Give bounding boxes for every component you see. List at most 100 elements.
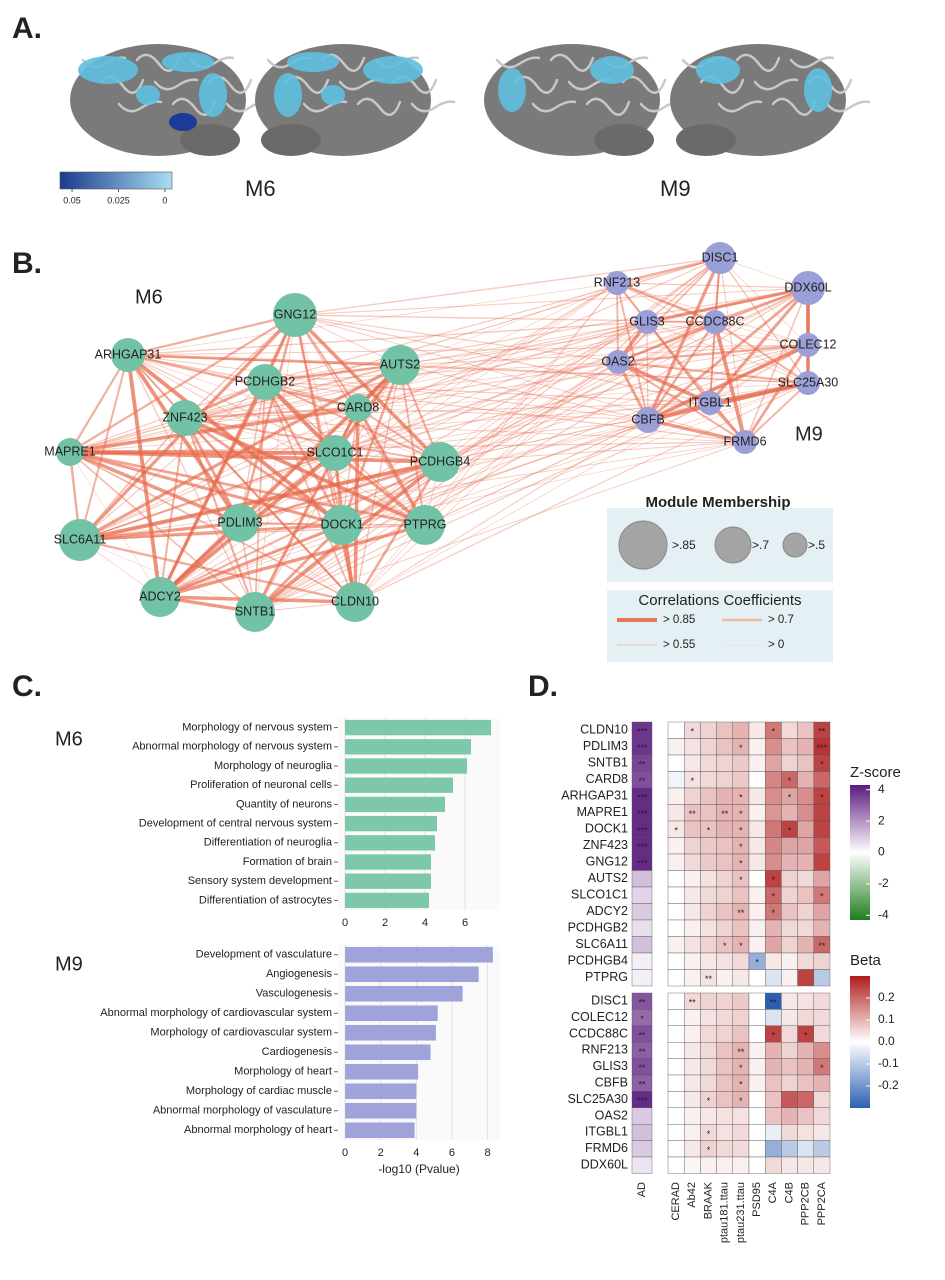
edge bbox=[127, 353, 359, 410]
ad-cell bbox=[631, 1156, 653, 1174]
significance: *** bbox=[637, 859, 648, 869]
node-label: CLDN10 bbox=[331, 594, 379, 608]
node bbox=[796, 371, 820, 395]
beta-cell bbox=[748, 820, 766, 838]
beta-cell bbox=[732, 952, 750, 970]
gyrus bbox=[717, 100, 763, 113]
edge bbox=[334, 321, 648, 454]
beta-cell bbox=[732, 1107, 750, 1125]
edge bbox=[69, 361, 619, 453]
edge bbox=[184, 417, 746, 443]
beta-cell bbox=[765, 969, 782, 987]
beta-cell bbox=[748, 1009, 766, 1027]
beta-cell bbox=[667, 1025, 685, 1043]
beta-cell bbox=[797, 1009, 814, 1027]
beta-cell bbox=[684, 1041, 701, 1059]
beta-cell bbox=[684, 886, 701, 904]
node-label: DISC1 bbox=[702, 250, 739, 264]
beta-cell bbox=[667, 952, 685, 970]
edge bbox=[743, 344, 810, 443]
beta-cell bbox=[684, 919, 701, 937]
bar bbox=[345, 1005, 438, 1022]
beta-cell bbox=[716, 919, 733, 937]
ad-cell bbox=[631, 936, 653, 954]
beta-cell bbox=[667, 1009, 685, 1027]
ad-cell bbox=[631, 870, 653, 888]
legend-label: >.85 bbox=[672, 538, 696, 552]
beta-cell bbox=[781, 936, 798, 954]
beta-cell bbox=[667, 1156, 685, 1174]
beta-cell bbox=[667, 771, 685, 789]
significance: ** bbox=[737, 908, 745, 918]
brain-cerebellum bbox=[676, 124, 736, 156]
node bbox=[605, 271, 629, 295]
beta-cell bbox=[781, 992, 798, 1010]
beta-cell bbox=[797, 936, 814, 954]
row-label: CCDC88C bbox=[569, 1026, 628, 1040]
node-label: ADCY2 bbox=[139, 589, 181, 603]
y-tick-label: Abnormal morphology of heart bbox=[184, 1124, 332, 1136]
significance: ** bbox=[737, 1047, 745, 1057]
edge bbox=[357, 321, 648, 409]
edge bbox=[239, 344, 809, 524]
edge bbox=[127, 344, 809, 356]
beta-cell bbox=[716, 1074, 733, 1092]
brain-highlight bbox=[274, 73, 302, 117]
module-label: M9 bbox=[660, 176, 691, 201]
beta-cell bbox=[813, 870, 831, 888]
edge bbox=[127, 354, 809, 384]
colorbar-tick-label: 0.05 bbox=[63, 195, 81, 205]
significance: * bbox=[772, 727, 776, 737]
beta-cell bbox=[748, 837, 766, 855]
beta-cell bbox=[797, 1058, 814, 1076]
legend-label: > 0 bbox=[768, 639, 784, 651]
beta-cell bbox=[684, 936, 701, 954]
brain-highlight bbox=[321, 85, 345, 105]
beta-cell bbox=[797, 787, 814, 805]
beta-cell bbox=[732, 1025, 750, 1043]
beta-cell bbox=[813, 837, 831, 855]
bar bbox=[345, 758, 467, 774]
beta-cell bbox=[748, 936, 766, 954]
y-tick-label: Abnormal morphology of cardiovascular sy… bbox=[100, 1007, 332, 1019]
bar bbox=[345, 966, 479, 983]
colorbar-tick-label: 0.025 bbox=[107, 195, 130, 205]
beta-cell bbox=[781, 1041, 798, 1059]
gyrus bbox=[549, 53, 595, 72]
edge bbox=[646, 257, 721, 323]
significance: * bbox=[739, 1063, 743, 1073]
beta-cell bbox=[700, 1156, 717, 1174]
beta-cell bbox=[813, 969, 831, 987]
edge bbox=[264, 381, 746, 443]
legend-label: >.5 bbox=[808, 538, 825, 552]
column-label: C4A bbox=[767, 1181, 779, 1203]
beta-cell bbox=[667, 1058, 685, 1076]
panel-label: C. bbox=[12, 670, 42, 703]
significance: * bbox=[739, 809, 743, 819]
beta-cell bbox=[748, 738, 766, 756]
beta-cell bbox=[797, 969, 814, 987]
row-label: DISC1 bbox=[591, 993, 628, 1007]
gyrus bbox=[825, 100, 871, 113]
row-label: PDLIM3 bbox=[583, 739, 628, 753]
colorbar-tick-label: 2 bbox=[878, 813, 885, 827]
node-label: SNTB1 bbox=[235, 604, 275, 618]
edge bbox=[341, 321, 716, 526]
beta-cell bbox=[781, 1107, 798, 1125]
beta-cell bbox=[797, 820, 814, 838]
significance: * bbox=[707, 1129, 711, 1139]
beta-cell bbox=[667, 1074, 685, 1092]
significance: ** bbox=[705, 974, 713, 984]
edge bbox=[617, 361, 746, 443]
edge bbox=[254, 364, 401, 613]
beta-cell bbox=[700, 1009, 717, 1027]
beta-cell bbox=[748, 1107, 766, 1125]
gyrus bbox=[789, 56, 835, 69]
beta-cell bbox=[748, 1123, 766, 1141]
edge bbox=[616, 282, 746, 443]
beta-cell bbox=[813, 820, 831, 838]
beta-cell bbox=[748, 853, 766, 871]
gyrus bbox=[410, 100, 456, 113]
bar bbox=[345, 835, 435, 851]
beta-cell bbox=[765, 1074, 782, 1092]
